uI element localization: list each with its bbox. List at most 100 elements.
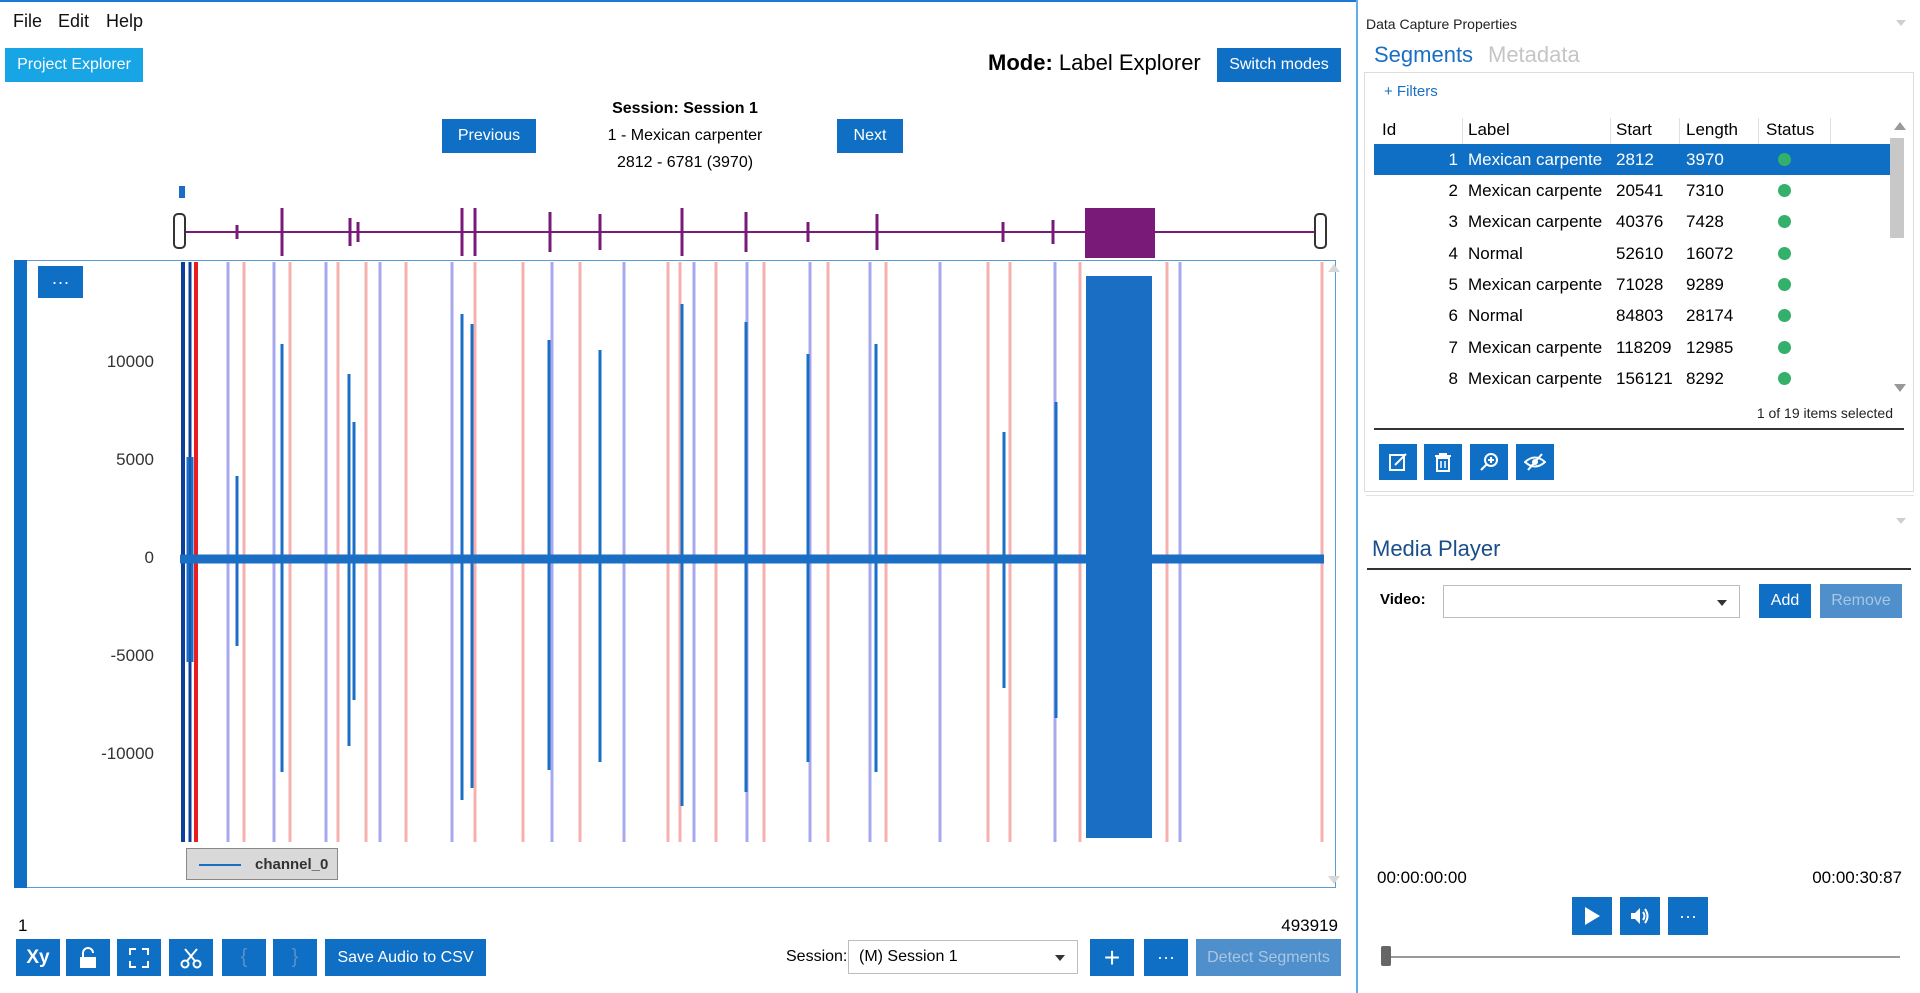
menu-file[interactable]: File (13, 11, 43, 31)
mode-label: Mode: (988, 50, 1053, 75)
row-label: Mexican carpente (1468, 211, 1603, 231)
row-start: 84803 (1616, 305, 1664, 325)
overview-left-handle[interactable] (173, 213, 186, 249)
chevron-down-icon (1717, 600, 1727, 606)
table-scroll-down-icon[interactable] (1894, 384, 1906, 392)
row-label: Mexican carpente (1468, 368, 1603, 388)
overview-right-handle[interactable] (1314, 213, 1327, 249)
media-more-button[interactable]: ··· (1668, 897, 1708, 935)
table-row[interactable]: 2 Mexican carpente 20541 7310 (1374, 175, 1890, 206)
chevron-down-icon (1055, 955, 1065, 961)
remove-video-button[interactable]: Remove (1820, 584, 1902, 618)
save-audio-csv-button[interactable]: Save Audio to CSV (325, 939, 486, 976)
panel-divider[interactable] (1356, 0, 1358, 993)
media-seek-thumb[interactable] (1381, 946, 1391, 966)
previous-button[interactable]: Previous (442, 119, 536, 153)
session-select[interactable]: (M) Session 1 (848, 940, 1078, 974)
volume-button[interactable] (1620, 897, 1660, 935)
row-length: 8292 (1686, 368, 1724, 388)
session-more-button[interactable]: ··· (1144, 939, 1188, 976)
scissors-icon (180, 947, 202, 968)
switch-modes-button[interactable]: Switch modes (1217, 48, 1341, 82)
tab-segments[interactable]: Segments (1374, 42, 1474, 67)
menu-help[interactable]: Help (106, 11, 144, 31)
table-scrollbar-thumb[interactable] (1890, 138, 1904, 238)
add-video-button[interactable]: Add (1759, 584, 1811, 618)
row-label: Mexican carpente (1468, 274, 1603, 294)
y-tick-label: 0 (144, 548, 154, 567)
row-id: 2 (1448, 180, 1458, 200)
column-length[interactable]: Length (1686, 120, 1738, 139)
menu-edit[interactable]: Edit (58, 11, 90, 31)
plot-left-bar (14, 260, 27, 888)
row-label: Normal (1468, 305, 1523, 325)
row-start: 71028 (1616, 274, 1664, 294)
overview-waveform[interactable] (170, 182, 1330, 258)
waveform-plot[interactable] (180, 262, 1324, 842)
segments-table-header: Id Label Start Length Status (1374, 118, 1884, 144)
video-select[interactable] (1443, 585, 1740, 618)
media-title-divider (1367, 568, 1911, 570)
properties-title: Data Capture Properties (1366, 16, 1517, 32)
lock-button[interactable] (66, 939, 110, 976)
legend-label: channel_0 (255, 856, 329, 873)
detect-segments-button[interactable]: Detect Segments (1196, 939, 1341, 976)
table-row[interactable]: 1 Mexican carpente 2812 3970 (1374, 144, 1890, 175)
plot-scroll-up-icon[interactable] (1328, 264, 1340, 272)
section-divider (1366, 495, 1914, 496)
row-label: Mexican carpente (1468, 180, 1603, 200)
table-row[interactable]: 4 Normal 52610 16072 (1374, 238, 1890, 269)
next-button[interactable]: Next (837, 119, 903, 153)
row-start: 40376 (1616, 211, 1664, 231)
column-start[interactable]: Start (1616, 120, 1652, 139)
row-length: 7310 (1686, 180, 1724, 200)
tab-metadata[interactable]: Metadata (1488, 42, 1580, 67)
delete-segment-button[interactable] (1424, 444, 1462, 480)
table-scroll-up-icon[interactable] (1894, 122, 1906, 130)
range-start: 1 (18, 916, 28, 935)
segments-panel (1364, 72, 1914, 492)
table-row[interactable]: 6 Normal 84803 28174 (1374, 300, 1890, 331)
column-status[interactable]: Status (1766, 120, 1815, 139)
plot-scroll-down-icon[interactable] (1328, 876, 1340, 884)
filters-link[interactable]: + Filters (1384, 83, 1438, 100)
status-ok-icon (1778, 153, 1791, 166)
column-label[interactable]: Label (1468, 120, 1510, 139)
media-collapse-icon[interactable] (1896, 518, 1906, 524)
column-id[interactable]: Id (1382, 120, 1397, 139)
hide-segment-button[interactable] (1516, 444, 1554, 480)
edit-segment-button[interactable] (1379, 444, 1417, 480)
play-button[interactable] (1572, 897, 1612, 935)
y-tick-label: 5000 (116, 450, 154, 469)
row-id: 8 (1448, 368, 1458, 388)
row-label: Mexican carpente (1468, 337, 1603, 357)
brace-open-button[interactable]: { (222, 939, 266, 976)
row-label: Normal (1468, 243, 1523, 263)
row-id: 5 (1448, 274, 1458, 294)
properties-collapse-icon[interactable] (1896, 20, 1906, 26)
edit-icon (1389, 453, 1407, 471)
range-end: 493919 (1281, 916, 1338, 935)
xy-axis-button[interactable]: Xy (16, 939, 60, 976)
brace-close-button[interactable]: } (273, 939, 317, 976)
table-row[interactable]: 5 Mexican carpente 71028 9289 (1374, 269, 1890, 300)
plot-legend: channel_0 (186, 848, 338, 880)
table-row[interactable]: 7 Mexican carpente 118209 12985 (1374, 332, 1890, 363)
overview-position-marker[interactable] (179, 186, 185, 198)
plot-menu-button[interactable]: ··· (38, 266, 83, 298)
project-explorer-button[interactable]: Project Explorer (5, 48, 143, 82)
table-row[interactable]: 3 Mexican carpente 40376 7428 (1374, 206, 1890, 237)
table-row[interactable]: 8 Mexican carpente 156121 8292 (1374, 363, 1890, 394)
cut-button[interactable] (169, 939, 213, 976)
row-length: 12985 (1686, 337, 1734, 357)
media-seek-track[interactable] (1386, 956, 1900, 958)
fit-view-button[interactable] (117, 939, 161, 976)
media-time-start: 00:00:00:00 (1377, 868, 1467, 887)
add-session-button[interactable]: + (1090, 939, 1134, 976)
overview-dense-region (1085, 208, 1155, 258)
zoom-segment-button[interactable] (1470, 444, 1508, 480)
row-id: 4 (1448, 243, 1458, 263)
row-start: 52610 (1616, 243, 1664, 263)
y-tick-label: -5000 (110, 646, 154, 665)
mode-value: Label Explorer (1058, 50, 1201, 75)
